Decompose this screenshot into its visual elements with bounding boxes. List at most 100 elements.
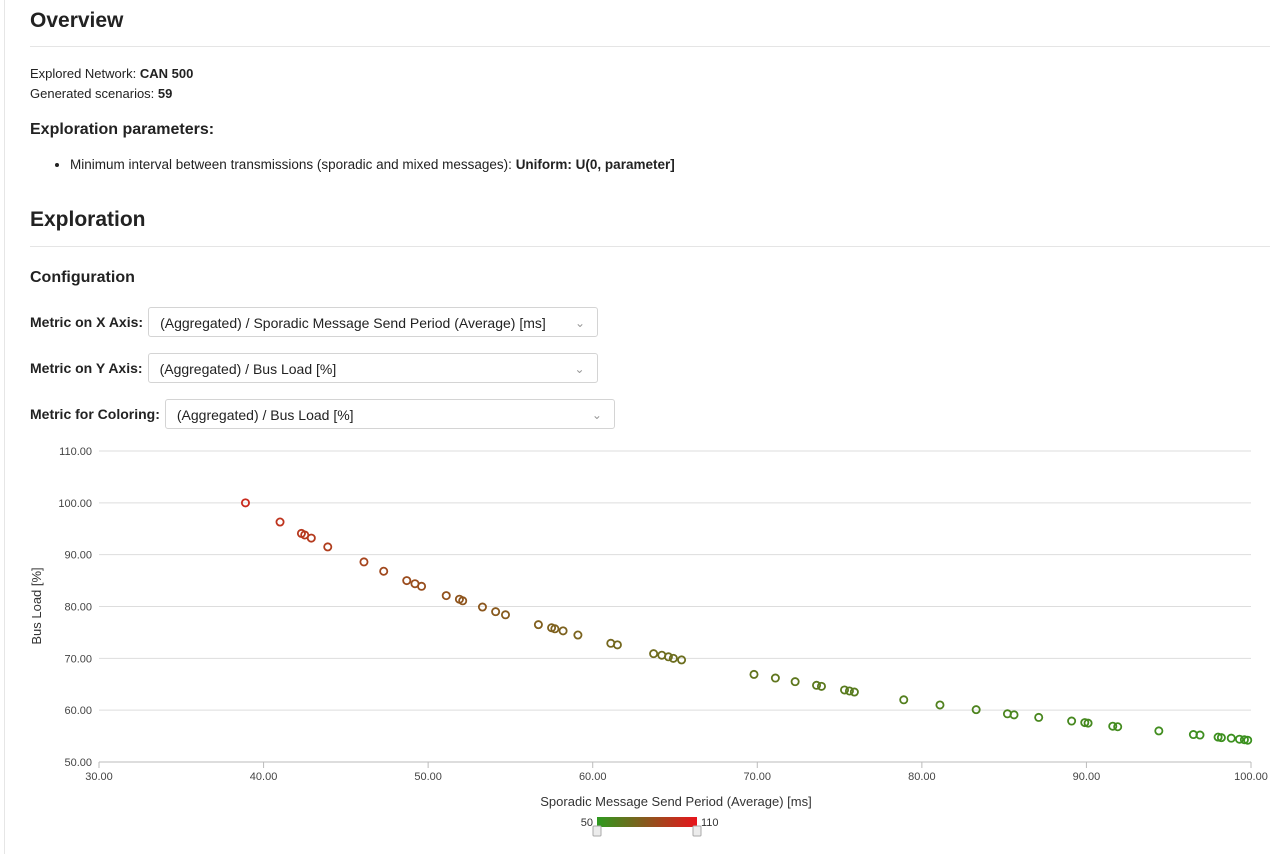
data-point [663, 652, 673, 662]
data-point [1108, 721, 1118, 731]
data-point [749, 669, 759, 679]
x-axis-label: Sporadic Message Send Period (Average) [… [540, 794, 811, 809]
overview-divider [30, 46, 1270, 47]
data-point [1216, 733, 1226, 743]
data-point [275, 517, 285, 527]
data-point [533, 620, 543, 630]
color-metric-label: Metric for Coloring: [30, 406, 160, 422]
y-metric-row: Metric on Y Axis: (Aggregated) / Bus Loa… [30, 353, 598, 383]
exploration-divider [30, 246, 1270, 247]
data-point [491, 607, 501, 617]
y-tick-label: 70.00 [64, 653, 92, 665]
data-point [306, 533, 316, 543]
data-point [677, 655, 687, 665]
data-point [441, 591, 451, 601]
y-tick-label: 90.00 [64, 550, 92, 562]
x-tick-label: 40.00 [250, 771, 278, 783]
x-metric-label: Metric on X Axis: [30, 314, 144, 330]
data-point [812, 680, 822, 690]
color-scale-max-handle[interactable] [692, 825, 702, 837]
y-tick-label: 100.00 [58, 498, 92, 510]
data-point [899, 695, 909, 705]
color-scale-min-handle[interactable] [592, 825, 602, 837]
exploration-parameters-heading: Exploration parameters: [30, 121, 215, 138]
data-points [240, 498, 1253, 745]
data-point [971, 705, 981, 715]
chevron-down-icon: ⌄ [574, 362, 585, 376]
scenarios-value: 59 [157, 86, 173, 101]
data-point [359, 557, 369, 567]
x-tick-label: 70.00 [744, 771, 772, 783]
data-point [240, 498, 250, 508]
configuration-heading: Configuration [30, 269, 135, 286]
data-point [1083, 718, 1093, 728]
color-scale-bar [597, 817, 697, 827]
x-tick-label: 100.00 [1234, 771, 1268, 783]
data-point [323, 542, 333, 552]
data-point [558, 626, 568, 636]
network-line: Explored Network: CAN 500 [30, 66, 193, 81]
x-tick-label: 80.00 [908, 771, 936, 783]
parameter-item: Minimum interval between transmissions (… [70, 155, 675, 175]
color-metric-row: Metric for Coloring: (Aggregated) / Bus … [30, 399, 615, 429]
network-value: CAN 500 [139, 66, 194, 81]
x-tick-label: 90.00 [1073, 771, 1101, 783]
data-point [1080, 718, 1090, 728]
data-point [816, 681, 826, 691]
overview-heading: Overview [30, 9, 124, 32]
data-point [500, 610, 510, 620]
data-point [1034, 712, 1044, 722]
data-point [790, 677, 800, 687]
data-point [770, 673, 780, 683]
data-point [935, 700, 945, 710]
x-metric-value: (Aggregated) / Sporadic Message Send Per… [160, 315, 546, 331]
data-point [1226, 733, 1236, 743]
data-point [612, 640, 622, 650]
data-point [550, 624, 560, 634]
data-point [1113, 722, 1123, 732]
scenarios-label: Generated scenarios: [30, 86, 155, 101]
y-metric-value: (Aggregated) / Bus Load [%] [159, 361, 337, 377]
data-point [379, 566, 389, 576]
data-point [649, 649, 659, 659]
color-scale-min-label: 50 [581, 817, 593, 829]
y-metric-label: Metric on Y Axis: [30, 360, 143, 376]
data-point [1243, 735, 1253, 745]
data-point [402, 576, 412, 586]
data-point [844, 686, 854, 696]
data-point [477, 602, 487, 612]
x-tick-label: 30.00 [85, 771, 113, 783]
data-point [417, 581, 427, 591]
chevron-down-icon: ⌄ [575, 316, 586, 330]
y-tick-label: 60.00 [64, 705, 92, 717]
exploration-heading: Exploration [30, 208, 146, 231]
data-point [1195, 730, 1205, 740]
data-point [1234, 734, 1244, 744]
data-point [668, 653, 678, 663]
axis-ticks: 50.00 60.00 70.00 80.00 90.00 100.00 110.00 30.… [58, 446, 1267, 783]
page-border [4, 0, 5, 854]
x-tick-label: 50.00 [414, 771, 442, 783]
network-label: Explored Network: [30, 66, 137, 81]
color-metric-value: (Aggregated) / Bus Load [%] [176, 407, 354, 423]
data-point [849, 687, 859, 697]
y-tick-label: 50.00 [64, 757, 92, 769]
data-point [1239, 735, 1249, 745]
parameter-value: Uniform: U(0, parameter] [515, 157, 675, 172]
x-tick-label: 60.00 [579, 771, 607, 783]
x-metric-select[interactable]: (Aggregated) / Sporadic Message Send Per… [148, 307, 599, 337]
data-point [1067, 716, 1077, 726]
data-point [840, 685, 850, 695]
y-metric-select[interactable]: (Aggregated) / Bus Load [%] ⌄ [147, 353, 598, 383]
grid-lines [98, 450, 1252, 768]
color-metric-select[interactable]: (Aggregated) / Bus Load [%] ⌄ [164, 399, 615, 429]
x-metric-row: Metric on X Axis: (Aggregated) / Sporadi… [30, 307, 599, 337]
parameters-list: Minimum interval between transmissions (… [30, 155, 675, 175]
data-point [1154, 726, 1164, 736]
scenarios-line: Generated scenarios: 59 [30, 86, 172, 101]
color-scale-max-label: 110 [701, 817, 719, 829]
y-tick-label: 110.00 [59, 446, 92, 458]
y-axis-label: Bus Load [%] [29, 567, 44, 644]
color-scale: 50 110 [581, 817, 719, 837]
